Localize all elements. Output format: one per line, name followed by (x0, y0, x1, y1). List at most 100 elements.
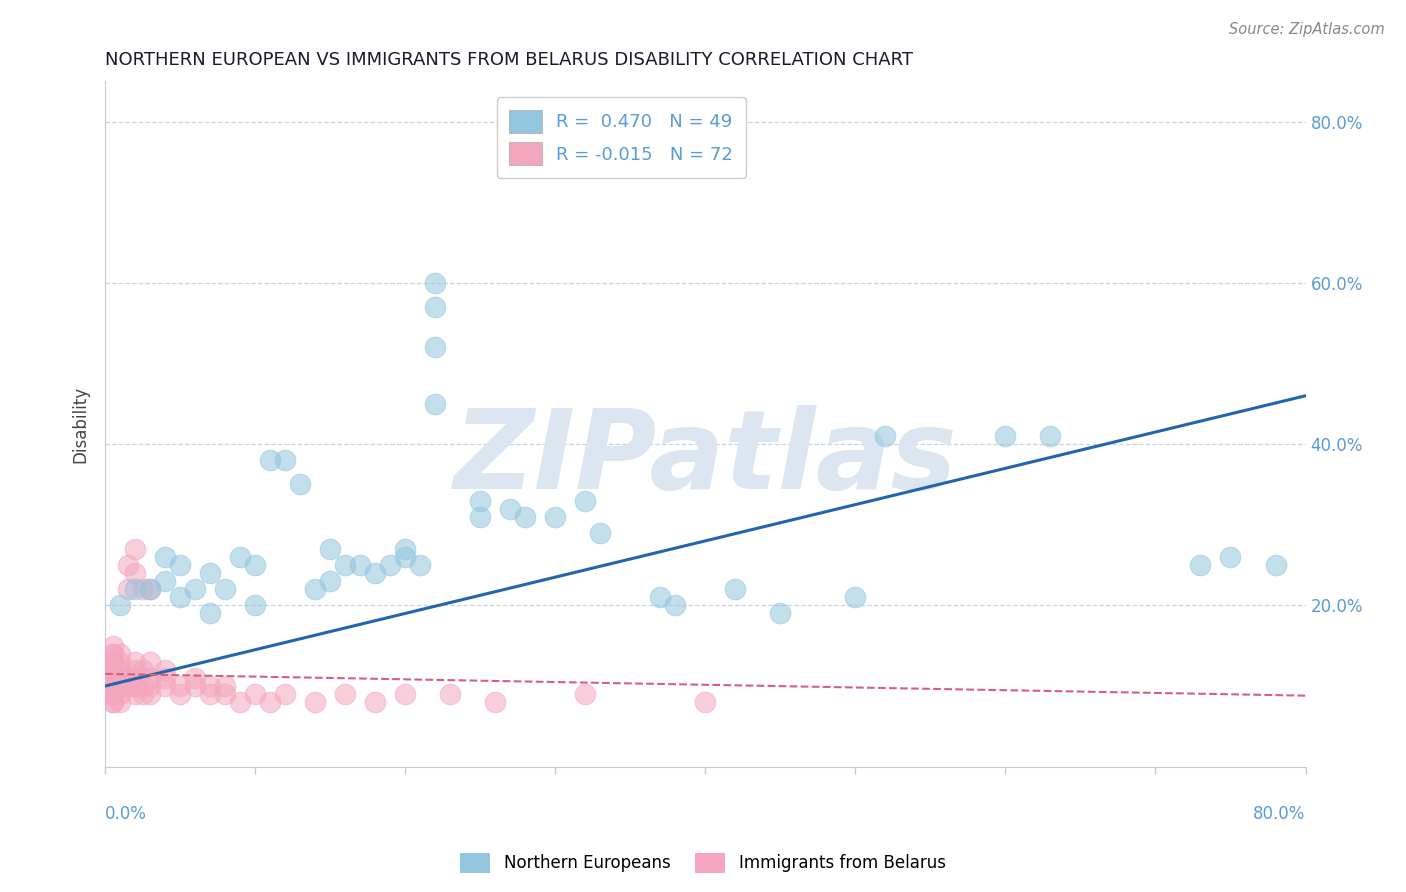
Point (425, 300, 447, 314)
Point (394, 687, 416, 701)
Point (425, 340, 447, 354)
Point (304, 695, 326, 709)
Point (124, 582, 146, 597)
Point (110, 687, 132, 701)
Point (101, 687, 124, 701)
Point (101, 647, 124, 661)
Point (110, 695, 132, 709)
Point (110, 599, 132, 613)
Point (155, 574, 177, 589)
Point (139, 679, 162, 693)
Point (319, 541, 342, 556)
Point (101, 687, 124, 701)
Point (101, 655, 124, 669)
Point (664, 599, 686, 613)
Point (994, 429, 1017, 443)
Text: Source: ZipAtlas.com: Source: ZipAtlas.com (1229, 22, 1385, 37)
Point (214, 687, 236, 701)
Point (409, 558, 432, 572)
Point (101, 671, 124, 685)
Point (470, 509, 492, 524)
Point (101, 679, 124, 693)
Point (304, 582, 326, 597)
Point (124, 541, 146, 556)
Point (101, 639, 124, 653)
Point (470, 493, 492, 508)
Point (101, 679, 124, 693)
Legend: Northern Europeans, Immigrants from Belarus: Northern Europeans, Immigrants from Bela… (454, 847, 952, 880)
Point (515, 509, 537, 524)
Point (769, 607, 792, 621)
Point (200, 679, 222, 693)
Point (169, 591, 191, 605)
Point (1189, 558, 1212, 572)
Point (155, 671, 177, 685)
Point (394, 541, 416, 556)
Point (169, 687, 191, 701)
Point (139, 687, 162, 701)
Point (364, 566, 387, 581)
Point (155, 679, 177, 693)
Point (117, 671, 139, 685)
Point (110, 655, 132, 669)
Point (117, 582, 139, 597)
Point (229, 695, 252, 709)
Text: 80.0%: 80.0% (1253, 805, 1306, 823)
Point (132, 687, 155, 701)
Point (169, 558, 191, 572)
Point (335, 558, 357, 572)
Point (139, 655, 162, 669)
Point (110, 663, 132, 677)
Point (335, 687, 357, 701)
Point (132, 663, 155, 677)
Point (229, 549, 252, 564)
Point (101, 687, 124, 701)
Point (132, 582, 155, 597)
Point (245, 687, 267, 701)
Point (155, 549, 177, 564)
Point (574, 493, 596, 508)
Point (274, 453, 297, 467)
Legend: R =  0.470   N = 49, R = -0.015   N = 72: R = 0.470 N = 49, R = -0.015 N = 72 (496, 97, 747, 178)
Point (259, 695, 281, 709)
Point (124, 566, 146, 581)
Point (245, 599, 267, 613)
Point (124, 679, 146, 693)
Point (139, 671, 162, 685)
Point (484, 695, 506, 709)
Point (101, 663, 124, 677)
Point (589, 525, 612, 540)
Point (101, 663, 124, 677)
Point (139, 582, 162, 597)
Point (259, 453, 281, 467)
Point (425, 397, 447, 411)
Point (101, 695, 124, 709)
Point (101, 647, 124, 661)
Point (101, 663, 124, 677)
Point (124, 679, 146, 693)
Point (274, 687, 297, 701)
Point (200, 566, 222, 581)
Point (499, 501, 522, 516)
Point (380, 558, 402, 572)
Point (101, 679, 124, 693)
Point (101, 695, 124, 709)
Point (101, 655, 124, 669)
Point (364, 695, 387, 709)
Point (245, 558, 267, 572)
Point (184, 671, 207, 685)
Text: ZIPatlas: ZIPatlas (454, 405, 957, 512)
Point (844, 591, 866, 605)
Y-axis label: Disability: Disability (72, 385, 89, 463)
Point (117, 558, 139, 572)
Point (101, 679, 124, 693)
Point (101, 671, 124, 685)
Point (394, 549, 416, 564)
Point (544, 509, 567, 524)
Point (724, 582, 747, 597)
Point (200, 607, 222, 621)
Point (124, 687, 146, 701)
Point (110, 679, 132, 693)
Point (110, 671, 132, 685)
Point (184, 582, 207, 597)
